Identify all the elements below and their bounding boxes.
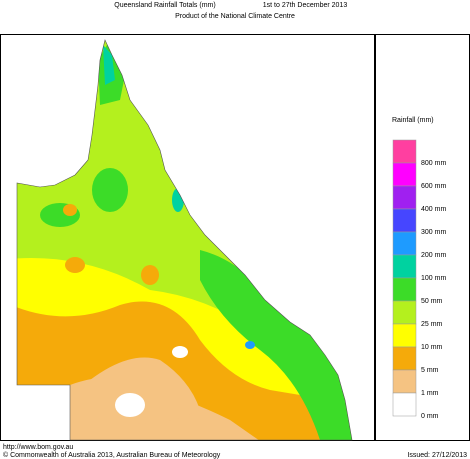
legend-label: 200 mm: [421, 252, 446, 259]
legend-swatch: [392, 369, 417, 394]
legend-swatch: [392, 392, 417, 417]
footer-copyright: © Commonwealth of Australia 2013, Austra…: [3, 451, 221, 459]
legend-title: Rainfall (mm): [392, 117, 434, 124]
legend-frame: [375, 34, 470, 441]
legend-label: 600 mm: [421, 183, 446, 190]
legend-swatch: [392, 254, 417, 279]
legend-label: 100 mm: [421, 275, 446, 282]
legend-label: 400 mm: [421, 206, 446, 213]
legend-label: 800 mm: [421, 160, 446, 167]
footer-issued: Issued: 27/12/2013: [407, 452, 467, 459]
legend-swatch: [392, 231, 417, 256]
legend-label: 0 mm: [421, 413, 439, 420]
legend-swatch: [392, 346, 417, 371]
legend-swatch: [392, 277, 417, 302]
legend-label: 1 mm: [421, 390, 439, 397]
period: 1st to 27th December 2013: [263, 2, 348, 9]
legend-swatch: [392, 162, 417, 187]
legend-swatch: [392, 323, 417, 348]
title: Queensland Rainfall Totals (mm): [114, 2, 215, 9]
legend: 800 mm 600 mm 400 mm 300 mm 200 mm 100 mm 50 m…: [392, 139, 446, 420]
legend-swatch: [392, 208, 417, 233]
legend-label: 50 mm: [421, 298, 443, 305]
legend-swatch: [392, 300, 417, 325]
legend-label: 300 mm: [421, 229, 446, 236]
legend-label: 5 mm: [421, 367, 439, 374]
legend-label: 10 mm: [421, 344, 443, 351]
footer-url: http://www.bom.gov.au: [3, 444, 73, 451]
legend-swatch: [392, 185, 417, 210]
legend-label: 25 mm: [421, 321, 443, 328]
subtitle: Product of the National Climate Centre: [175, 13, 295, 20]
legend-swatch: [392, 139, 417, 164]
